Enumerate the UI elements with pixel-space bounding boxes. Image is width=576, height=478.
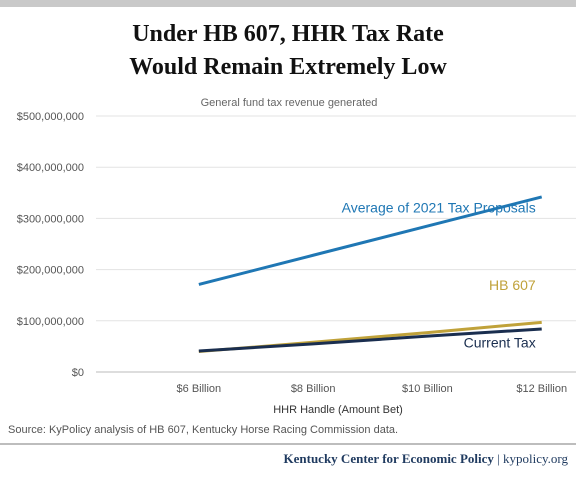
grid xyxy=(96,115,576,373)
line-chart: General fund tax revenue generated $0 $10… xyxy=(17,97,576,416)
y-tick-label: $200,000,000 xyxy=(17,265,84,277)
y-tick-label: $500,000,000 xyxy=(17,111,84,123)
footer-org: Kentucky Center for Economic Policy xyxy=(283,451,494,466)
x-axis-label: HHR Handle (Amount Bet) xyxy=(273,404,403,416)
footer-separator: | xyxy=(493,451,503,466)
x-tick-label: $12 Billion xyxy=(516,383,567,395)
x-tick-label: $10 Billion xyxy=(402,383,453,395)
y-tick-label: $100,000,000 xyxy=(17,316,84,328)
series-line xyxy=(198,327,542,353)
top-bar xyxy=(0,0,576,7)
footer-divider xyxy=(0,443,576,445)
y-tick-label: $0 xyxy=(72,367,84,379)
x-axis: $6 Billion $8 Billion $10 Billion $12 Billi… xyxy=(177,383,568,395)
title-line-2: Would Remain Extremely Low xyxy=(129,54,447,80)
y-tick-label: $400,000,000 xyxy=(17,162,84,174)
chart-subtitle: General fund tax revenue generated xyxy=(201,97,378,109)
y-tick-label: $300,000,000 xyxy=(17,213,84,225)
x-tick-label: $6 Billion xyxy=(177,383,222,395)
title-line-1: Under HB 607, HHR Tax Rate xyxy=(132,21,444,47)
series-label: Average of 2021 Tax Proposals xyxy=(342,199,536,215)
y-axis: $0 $100,000,000 $200,000,000 $300,000,000 $4… xyxy=(17,111,84,379)
footer-site-link[interactable]: kypolicy.org xyxy=(503,451,568,466)
series-label: HB 607 xyxy=(489,277,536,293)
series-line xyxy=(198,195,543,286)
series-label: Current Tax xyxy=(464,335,536,351)
footer: Kentucky Center for Economic Policy | ky… xyxy=(284,451,568,467)
chart-title: Under HB 607, HHR Tax Rate Would Remain … xyxy=(0,18,576,84)
source-note: Source: KyPolicy analysis of HB 607, Ken… xyxy=(8,424,399,436)
x-tick-label: $8 Billion xyxy=(291,383,336,395)
series: Average of 2021 Tax Proposals HB 607 Curre… xyxy=(198,195,543,354)
